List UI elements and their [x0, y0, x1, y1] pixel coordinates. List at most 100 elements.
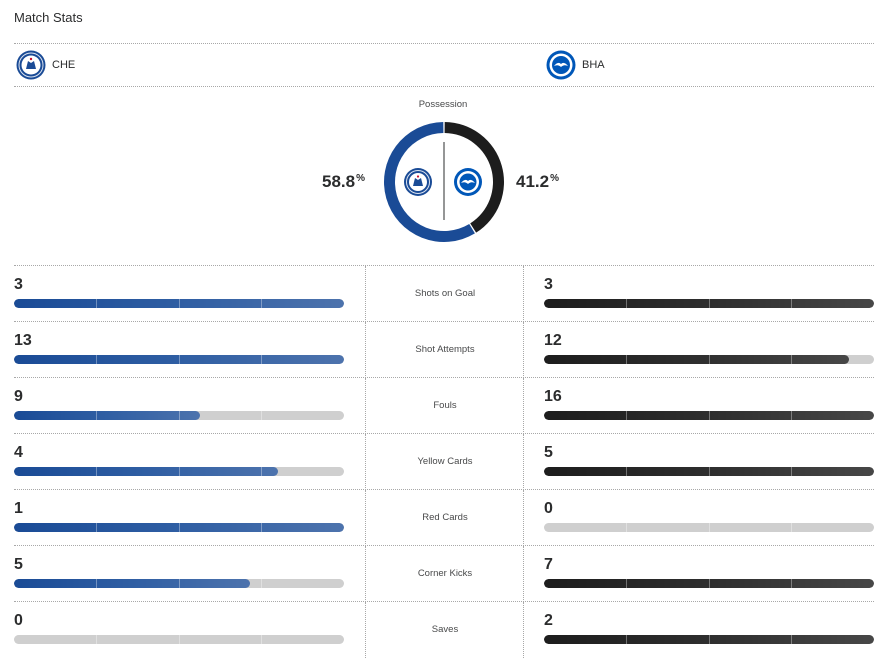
bar-tick — [709, 467, 710, 476]
stat-home-bar — [14, 467, 344, 476]
stat-row: 4 5 Yellow Cards — [14, 434, 874, 490]
bar-tick — [179, 299, 180, 308]
bar-tick — [96, 355, 97, 364]
bar-tick — [709, 579, 710, 588]
bar-tick — [261, 299, 262, 308]
possession-label: Possession — [418, 99, 468, 110]
bar-tick — [261, 635, 262, 644]
column-divider — [365, 322, 366, 378]
bar-tick — [96, 635, 97, 644]
column-divider — [523, 266, 524, 322]
bar-tick — [626, 411, 627, 420]
divider — [14, 86, 874, 87]
possession-donut — [384, 122, 504, 242]
divider — [14, 377, 874, 378]
stat-home-value: 9 — [14, 388, 23, 405]
bar-tick — [261, 523, 262, 532]
bar-tick — [709, 523, 710, 532]
stat-home-bar-fill — [14, 355, 344, 364]
team-away-abbr: BHA — [582, 59, 605, 71]
stat-label: Yellow Cards — [417, 456, 473, 467]
stat-home-bar-fill — [14, 411, 200, 420]
bar-tick — [709, 635, 710, 644]
stat-home-bar — [14, 299, 344, 308]
stat-away-value: 5 — [544, 444, 553, 461]
team-away: BHA — [546, 50, 605, 80]
bar-tick — [96, 523, 97, 532]
divider — [14, 43, 874, 44]
stat-row: 13 12 Shot Attempts — [14, 322, 874, 378]
stat-home-bar — [14, 355, 344, 364]
stat-home-bar — [14, 579, 344, 588]
stat-away-bar — [544, 467, 874, 476]
stat-home-bar — [14, 523, 344, 532]
bar-tick — [179, 635, 180, 644]
stat-home-bar-fill — [14, 579, 250, 588]
bar-tick — [261, 355, 262, 364]
divider — [14, 265, 874, 266]
column-divider — [365, 266, 366, 322]
possession-away-value: 41.2% — [516, 172, 559, 191]
divider — [14, 321, 874, 322]
stat-away-bar-fill — [544, 467, 874, 476]
bar-tick — [709, 299, 710, 308]
stat-away-bar — [544, 523, 874, 532]
stat-away-value: 3 — [544, 276, 553, 293]
stat-away-value: 7 — [544, 556, 553, 573]
chelsea-crest-icon — [16, 50, 46, 80]
stat-away-value: 12 — [544, 332, 562, 349]
stat-home-value: 1 — [14, 500, 23, 517]
stat-home-value: 13 — [14, 332, 32, 349]
stat-label: Red Cards — [422, 512, 468, 523]
column-divider — [365, 602, 366, 658]
stat-away-bar — [544, 579, 874, 588]
stat-label: Fouls — [433, 400, 457, 411]
bar-tick — [261, 411, 262, 420]
bar-tick — [791, 355, 792, 364]
stat-home-bar-fill — [14, 299, 344, 308]
stat-label: Shot Attempts — [415, 344, 475, 355]
column-divider — [365, 378, 366, 434]
bar-tick — [96, 411, 97, 420]
bar-tick — [179, 355, 180, 364]
column-divider — [523, 378, 524, 434]
stat-away-bar-fill — [544, 299, 874, 308]
bar-tick — [626, 523, 627, 532]
divider — [14, 489, 874, 490]
divider — [14, 433, 874, 434]
column-divider — [523, 322, 524, 378]
bar-tick — [626, 467, 627, 476]
stat-home-value: 3 — [14, 276, 23, 293]
stat-row: 3 3 Shots on Goal — [14, 266, 874, 322]
stat-row: 0 2 Saves — [14, 602, 874, 658]
bar-tick — [791, 579, 792, 588]
team-home-abbr: CHE — [52, 59, 76, 71]
stat-away-bar-fill — [544, 579, 874, 588]
stat-away-bar — [544, 411, 874, 420]
stat-label: Saves — [431, 624, 459, 635]
bar-tick — [179, 467, 180, 476]
column-divider — [365, 546, 366, 602]
column-divider — [523, 546, 524, 602]
stat-home-value: 4 — [14, 444, 23, 461]
stat-away-value: 2 — [544, 612, 553, 629]
page-title: Match Stats — [14, 10, 83, 25]
bar-tick — [709, 355, 710, 364]
stat-away-bar — [544, 355, 874, 364]
stat-label: Shots on Goal — [414, 288, 476, 299]
bar-tick — [96, 467, 97, 476]
possession-away-arc — [444, 122, 504, 233]
bar-tick — [709, 411, 710, 420]
bar-tick — [179, 523, 180, 532]
divider — [14, 601, 874, 602]
bar-tick — [626, 579, 627, 588]
possession-home-value: 58.8% — [322, 172, 365, 191]
bar-tick — [626, 355, 627, 364]
stat-home-value: 0 — [14, 612, 23, 629]
stat-away-bar-fill — [544, 411, 874, 420]
column-divider — [365, 434, 366, 490]
possession-home-arc — [384, 122, 475, 242]
brighton-crest-icon — [454, 168, 482, 196]
column-divider — [523, 602, 524, 658]
stat-home-bar-fill — [14, 467, 278, 476]
